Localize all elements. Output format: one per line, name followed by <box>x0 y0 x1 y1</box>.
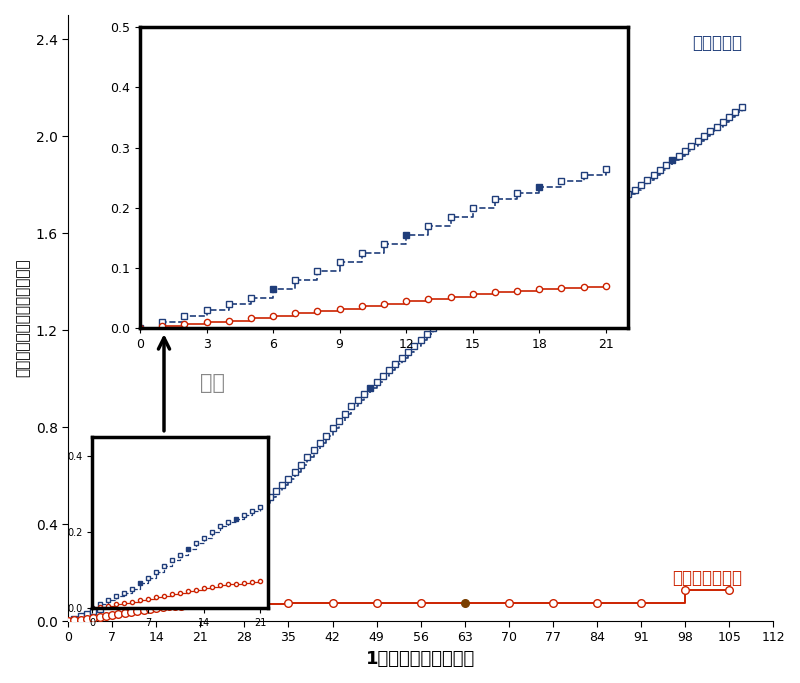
Text: 拡大: 拡大 <box>200 374 225 393</box>
Text: プラセボ群: プラセボ群 <box>692 34 742 53</box>
X-axis label: 1回目接種からの日数: 1回目接種からの日数 <box>366 650 475 668</box>
Y-axis label: 新型コロナの累積患者発生率: 新型コロナの累積患者発生率 <box>15 259 30 377</box>
Text: ワクチン接種群: ワクチン接種群 <box>672 569 742 587</box>
